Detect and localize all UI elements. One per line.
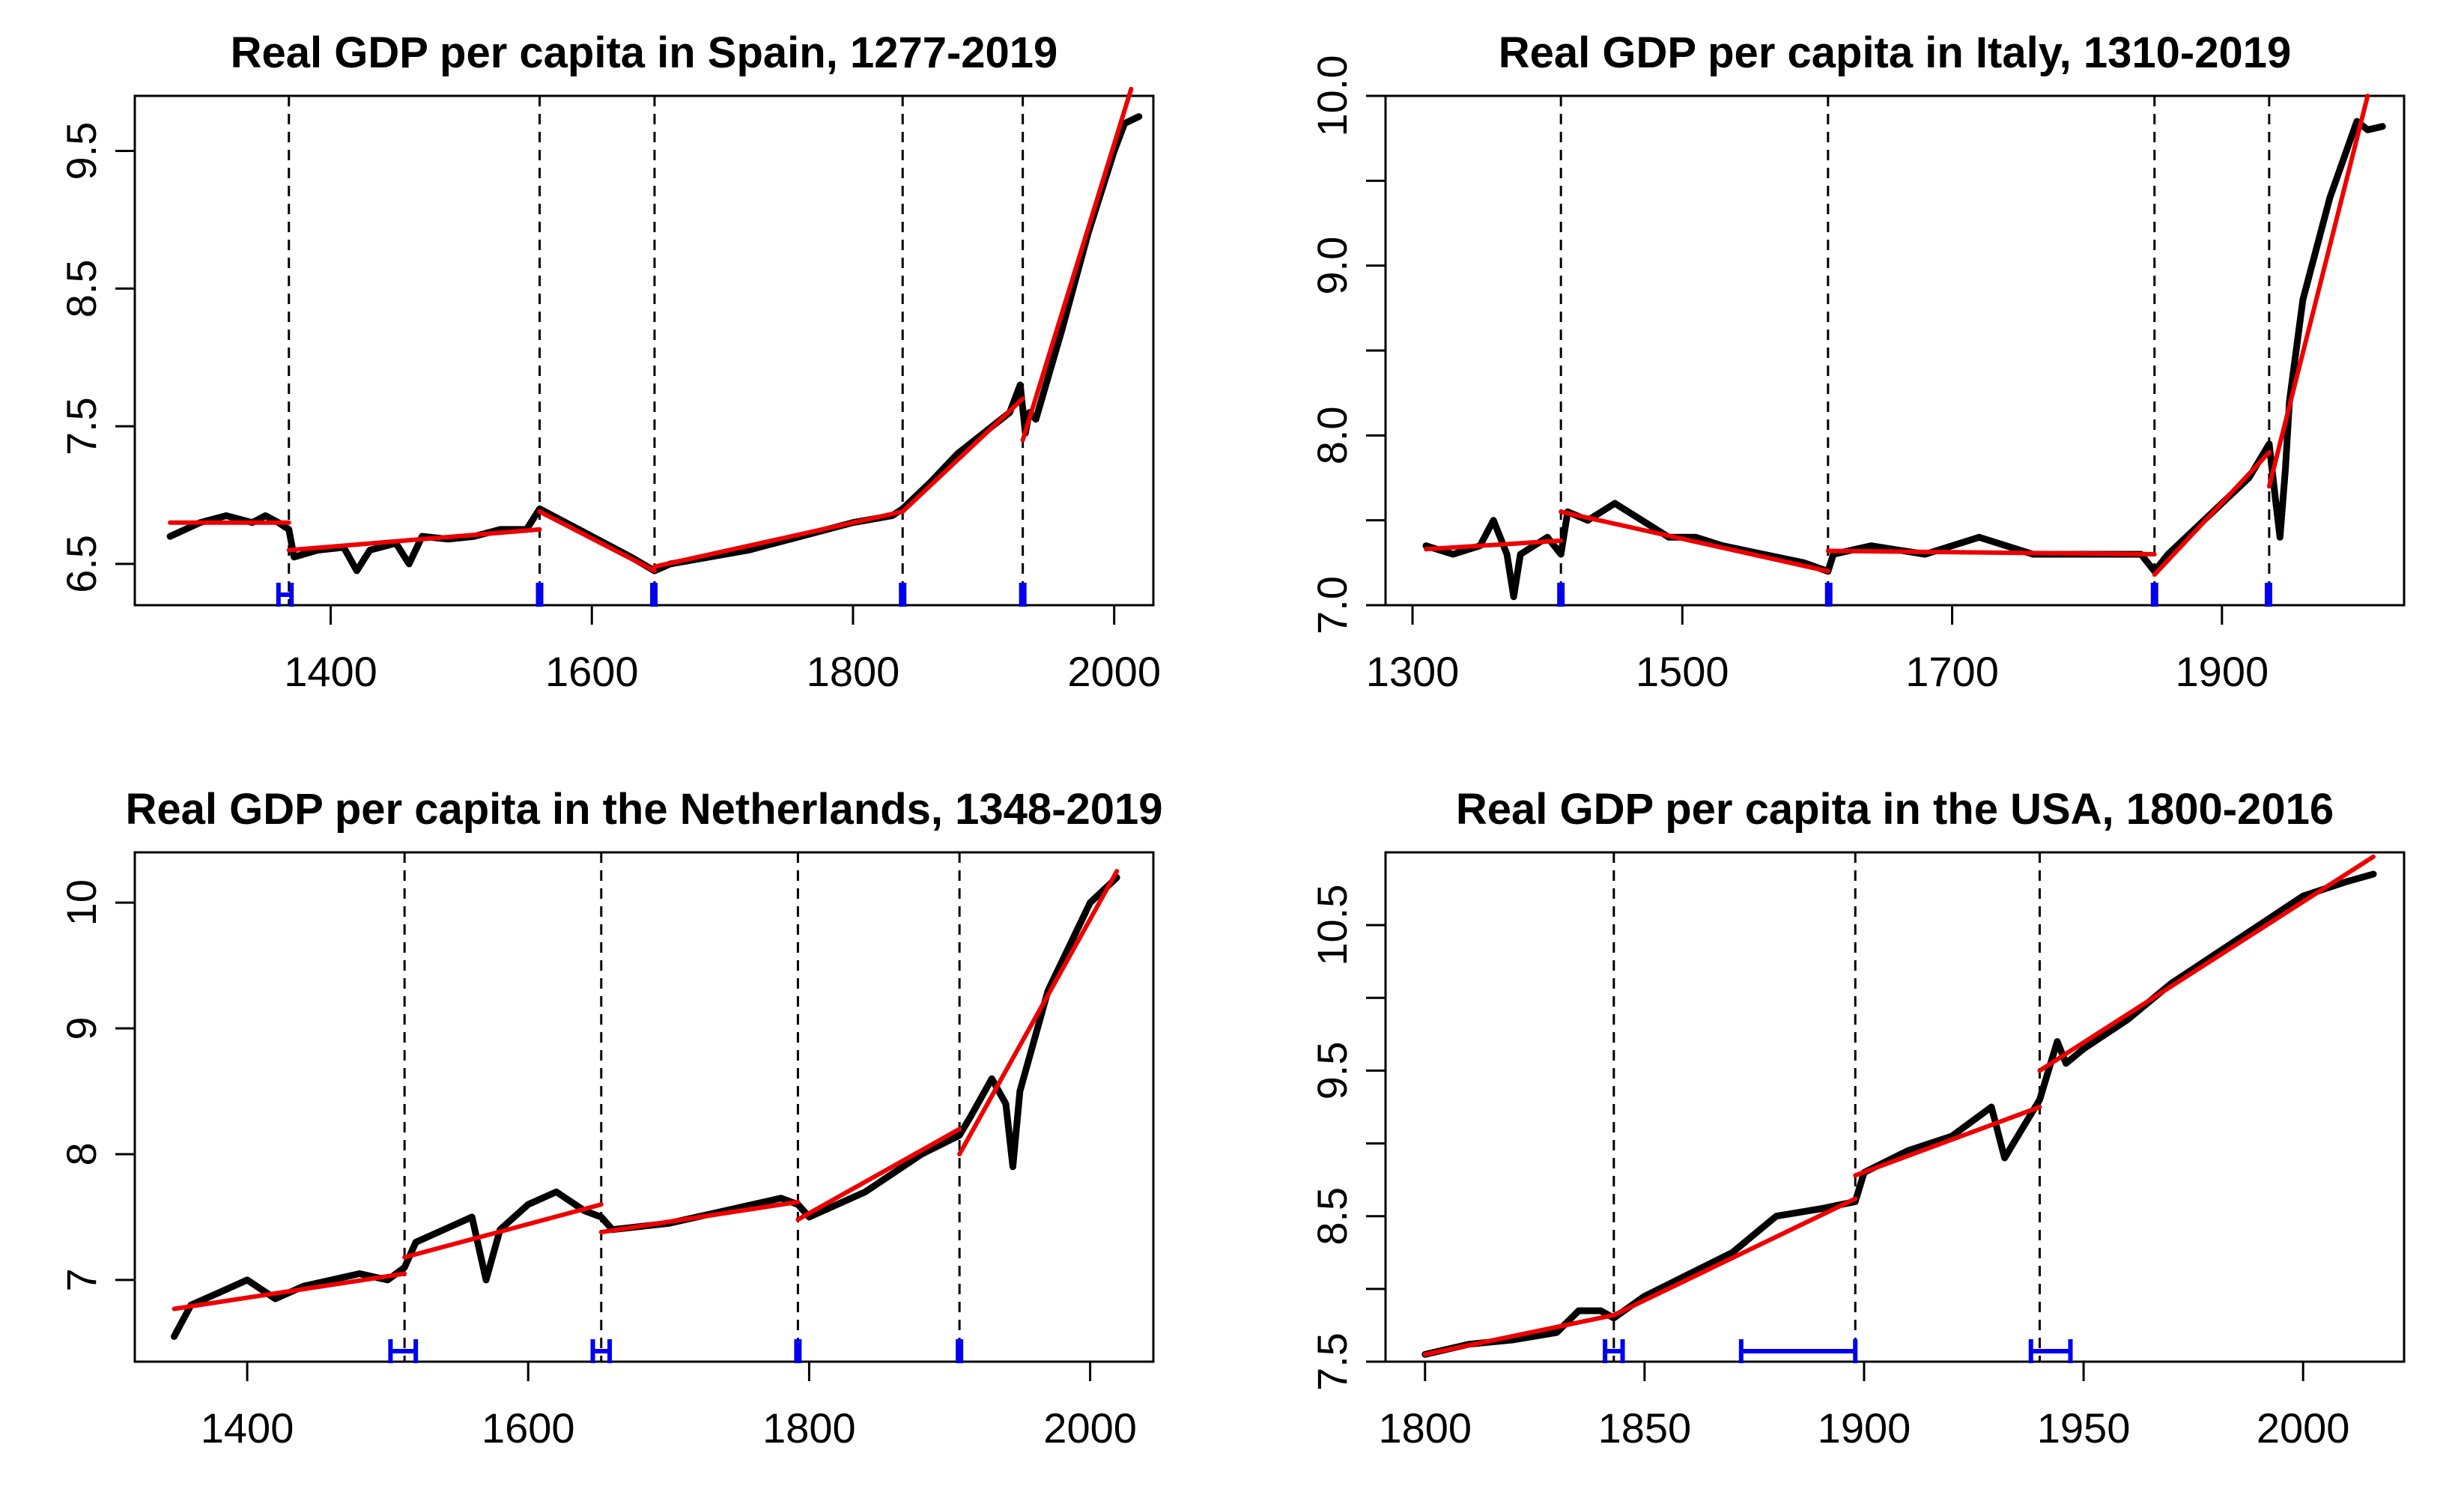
chart-netherlands-break-interval-3 xyxy=(956,1339,964,1363)
chart-spain-x-tick-label-3: 2000 xyxy=(1067,648,1161,695)
chart-italy-break-interval-1 xyxy=(1824,583,1833,607)
chart-italy: Real GDP per capita in Italy, 1310-2019 1… xyxy=(1308,28,2406,695)
chart-italy-fit-segment-1 xyxy=(1559,509,1830,574)
chart-spain-fit-segment-5 xyxy=(1020,86,1134,443)
chart-usa-plot-frame xyxy=(1384,851,2406,1363)
chart-usa-x-tick-label-1: 1850 xyxy=(1598,1404,1692,1452)
chart-netherlands-fit-segment-0 xyxy=(172,1271,407,1311)
chart-netherlands-fit-segment-1 xyxy=(402,1202,604,1260)
chart-netherlands-break-interval-0 xyxy=(388,1339,419,1363)
chart-usa-y-tick-label-2: 9.5 xyxy=(1308,1041,1356,1100)
chart-netherlands-y-tick-label-2: 9 xyxy=(58,1016,105,1040)
chart-netherlands-y-tick-label-0: 7 xyxy=(58,1268,105,1291)
chart-spain-break-interval-3 xyxy=(899,583,907,607)
chart-spain-gdp-series-line xyxy=(166,113,1143,574)
chart-usa-fit-segment-0 xyxy=(1422,1312,1616,1357)
chart-spain-break-interval-0 xyxy=(276,583,294,607)
chart-italy-break-interval-0 xyxy=(1557,583,1565,607)
chart-spain-fit-segment-3 xyxy=(652,509,905,569)
chart-italy-x-tick-label-1: 1500 xyxy=(1636,648,1729,695)
chart-italy-gdp-series-line xyxy=(1422,118,2386,601)
chart-usa-y-tick-label-0: 7.5 xyxy=(1308,1332,1356,1391)
chart-italy-fit-segment-4 xyxy=(2266,94,2370,489)
chart-spain-plot-frame xyxy=(133,94,1155,607)
chart-spain-x-tick-label-2: 1800 xyxy=(807,648,900,695)
chart-spain-fit-segment-2 xyxy=(537,509,657,574)
chart-spain-y-tick-label-3: 9.5 xyxy=(58,122,105,181)
chart-spain: Real GDP per capita in Spain, 1277-2019 1… xyxy=(58,28,1161,695)
chart-netherlands-y-tick-label-1: 8 xyxy=(58,1142,105,1165)
chart-usa-fit-segment-1 xyxy=(1611,1196,1858,1317)
chart-spain-y-tick-label-0: 6.5 xyxy=(58,535,105,593)
chart-usa-title: Real GDP per capita in the USA, 1800-201… xyxy=(1456,785,2334,834)
chart-usa-x-tick-label-0: 1800 xyxy=(1378,1404,1472,1452)
chart-italy-x-tick-label-0: 1300 xyxy=(1366,648,1460,695)
chart-netherlands-x-tick-label-2: 1800 xyxy=(762,1404,856,1452)
chart-netherlands-x-tick-label-3: 2000 xyxy=(1043,1404,1137,1452)
chart-usa-break-interval-2 xyxy=(2028,1339,2073,1363)
chart-italy-fit-segment-2 xyxy=(1825,548,2157,557)
chart-spain-y-tick-label-2: 8.5 xyxy=(58,259,105,318)
chart-usa-y-tick-label-3: 10.5 xyxy=(1308,885,1356,966)
chart-italy-fit-segment-3 xyxy=(2152,450,2272,577)
chart-italy-y-tick-label-3: 10.0 xyxy=(1308,55,1356,137)
chart-italy-x-tick-label-3: 1900 xyxy=(2176,648,2269,695)
chart-netherlands-x-tick-label-0: 1400 xyxy=(201,1404,294,1452)
chart-italy-title: Real GDP per capita in Italy, 1310-2019 xyxy=(1499,28,2292,77)
chart-netherlands-fit-segment-3 xyxy=(795,1126,962,1222)
chart-spain-x-tick-label-1: 1600 xyxy=(545,648,639,695)
chart-italy-y-tick-label-0: 7.0 xyxy=(1308,576,1356,634)
chart-italy-y-tick-label-2: 9.0 xyxy=(1308,237,1356,295)
chart-italy-fit-segment-0 xyxy=(1424,538,1564,552)
chart-usa-x-tick-label-2: 1900 xyxy=(1818,1404,1911,1452)
chart-usa-break-interval-1 xyxy=(1738,1339,1858,1363)
chart-spain-break-interval-1 xyxy=(535,583,544,607)
chart-italy-plot-frame xyxy=(1384,94,2406,607)
chart-spain-break-interval-4 xyxy=(1019,583,1027,607)
chart-usa: Real GDP per capita in the USA, 1800-201… xyxy=(1308,785,2406,1452)
chart-italy-y-tick-label-1: 8.0 xyxy=(1308,406,1356,464)
chart-netherlands: Real GDP per capita in the Netherlands, … xyxy=(58,785,1163,1452)
chart-usa-gdp-series-line xyxy=(1421,870,2377,1358)
chart-usa-x-tick-label-3: 1950 xyxy=(2037,1404,2131,1452)
chart-netherlands-title: Real GDP per capita in the Netherlands, … xyxy=(125,785,1162,834)
chart-netherlands-break-interval-1 xyxy=(590,1339,613,1363)
chart-netherlands-fit-segment-2 xyxy=(598,1199,801,1235)
chart-netherlands-fit-segment-4 xyxy=(957,869,1120,1156)
chart-usa-break-interval-0 xyxy=(1603,1339,1625,1363)
chart-usa-x-tick-label-4: 2000 xyxy=(2257,1404,2350,1452)
chart-italy-x-tick-label-2: 1700 xyxy=(1905,648,1999,695)
chart-usa-fit-segment-3 xyxy=(2037,854,2376,1073)
chart-spain-x-tick-label-0: 1400 xyxy=(284,648,377,695)
chart-spain-break-interval-2 xyxy=(650,583,658,607)
chart-spain-fit-segment-4 xyxy=(900,396,1025,515)
chart-netherlands-plot-frame xyxy=(133,851,1155,1363)
chart-usa-fit-segment-2 xyxy=(1853,1105,2042,1178)
chart-netherlands-y-tick-label-3: 10 xyxy=(58,879,105,926)
chart-italy-break-interval-2 xyxy=(2150,583,2158,607)
chart-netherlands-x-tick-label-1: 1600 xyxy=(482,1404,575,1452)
chart-spain-fit-segment-1 xyxy=(286,527,542,553)
chart-netherlands-break-interval-2 xyxy=(794,1339,802,1363)
chart-italy-break-interval-3 xyxy=(2264,583,2272,607)
chart-netherlands-gdp-series-line xyxy=(171,874,1120,1340)
chart-spain-y-tick-label-1: 7.5 xyxy=(58,397,105,455)
chart-spain-title: Real GDP per capita in Spain, 1277-2019 xyxy=(231,28,1058,77)
chart-usa-y-tick-label-1: 8.5 xyxy=(1308,1187,1356,1246)
